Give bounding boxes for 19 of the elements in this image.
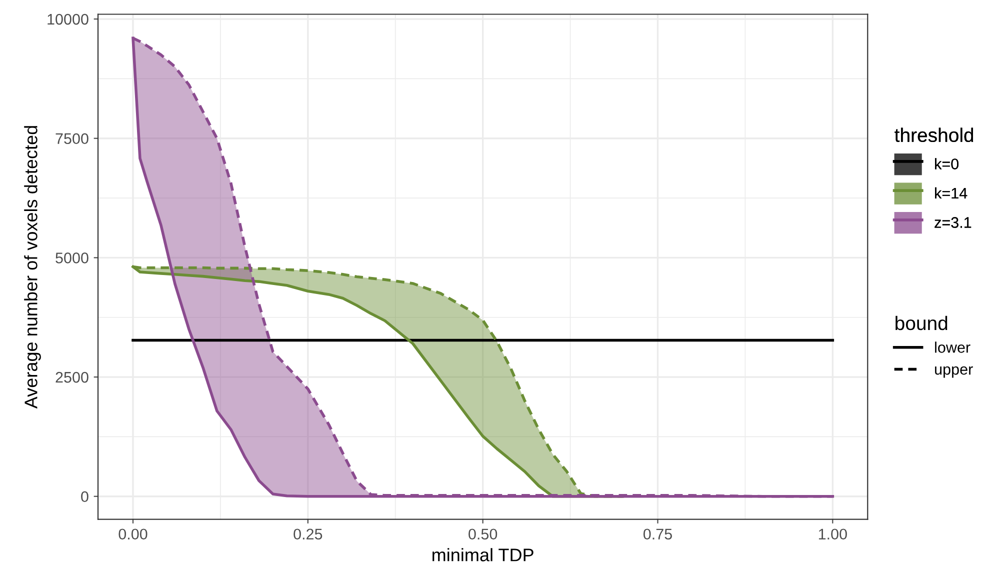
x-tick-label: 0.50	[468, 528, 498, 540]
x-tick-label: 1.00	[818, 528, 847, 540]
legend-label: lower	[935, 342, 970, 353]
x-tick-label: 0.75	[643, 528, 672, 540]
x-tick-label: 0.00	[118, 528, 148, 540]
text: threshold	[894, 128, 974, 142]
legend-label: z=3.1	[934, 217, 972, 228]
y-tick-label: 10000	[48, 14, 88, 25]
legend-label: k=14	[935, 187, 968, 199]
y-tick-label: 5000	[56, 252, 88, 264]
y-axis-title: Average number of voxels detected	[24, 126, 41, 409]
x-axis-title: minimal TDP	[432, 548, 534, 562]
legend-label: upper	[935, 366, 973, 378]
y-tick-label: 0	[81, 491, 88, 502]
legend-label: k=0	[935, 158, 959, 170]
x-tick-label: 0.25	[294, 528, 322, 540]
text: bound	[896, 316, 948, 330]
y-tick-label: 7500	[56, 133, 88, 144]
y-tick-label: 2500	[56, 372, 88, 383]
